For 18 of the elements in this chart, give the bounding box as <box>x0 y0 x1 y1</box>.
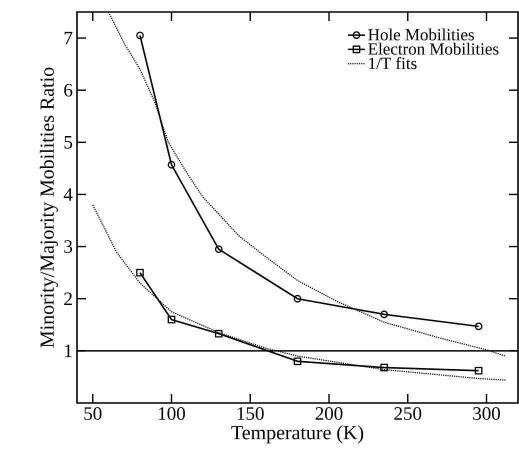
y-tick-label: 3 <box>64 240 72 253</box>
x-tick-label: 200 <box>316 407 342 420</box>
y-tick-label: 4 <box>64 188 73 201</box>
legend-label: 1/T fits <box>369 56 417 70</box>
y-tick-label: 5 <box>64 136 72 149</box>
x-tick-label: 250 <box>394 407 422 420</box>
y-axis-title: Minority/Majority Mobilities Ratio <box>40 68 58 348</box>
legend-label: Electron Mobilities <box>368 42 498 55</box>
x-tick-label: 300 <box>473 407 500 420</box>
y-tick-label: 1 <box>65 344 72 358</box>
x-axis-title: Temperature (K) <box>231 425 364 444</box>
x-tick-label: 100 <box>158 407 185 420</box>
y-tick-label: 6 <box>64 84 72 97</box>
y-tick-label: 2 <box>64 292 72 305</box>
y-tick-label: 7 <box>64 32 72 44</box>
x-tick-label: 50 <box>84 407 102 420</box>
x-tick-label: 150 <box>238 407 264 420</box>
legend-label: Hole Mobilities <box>368 28 474 40</box>
